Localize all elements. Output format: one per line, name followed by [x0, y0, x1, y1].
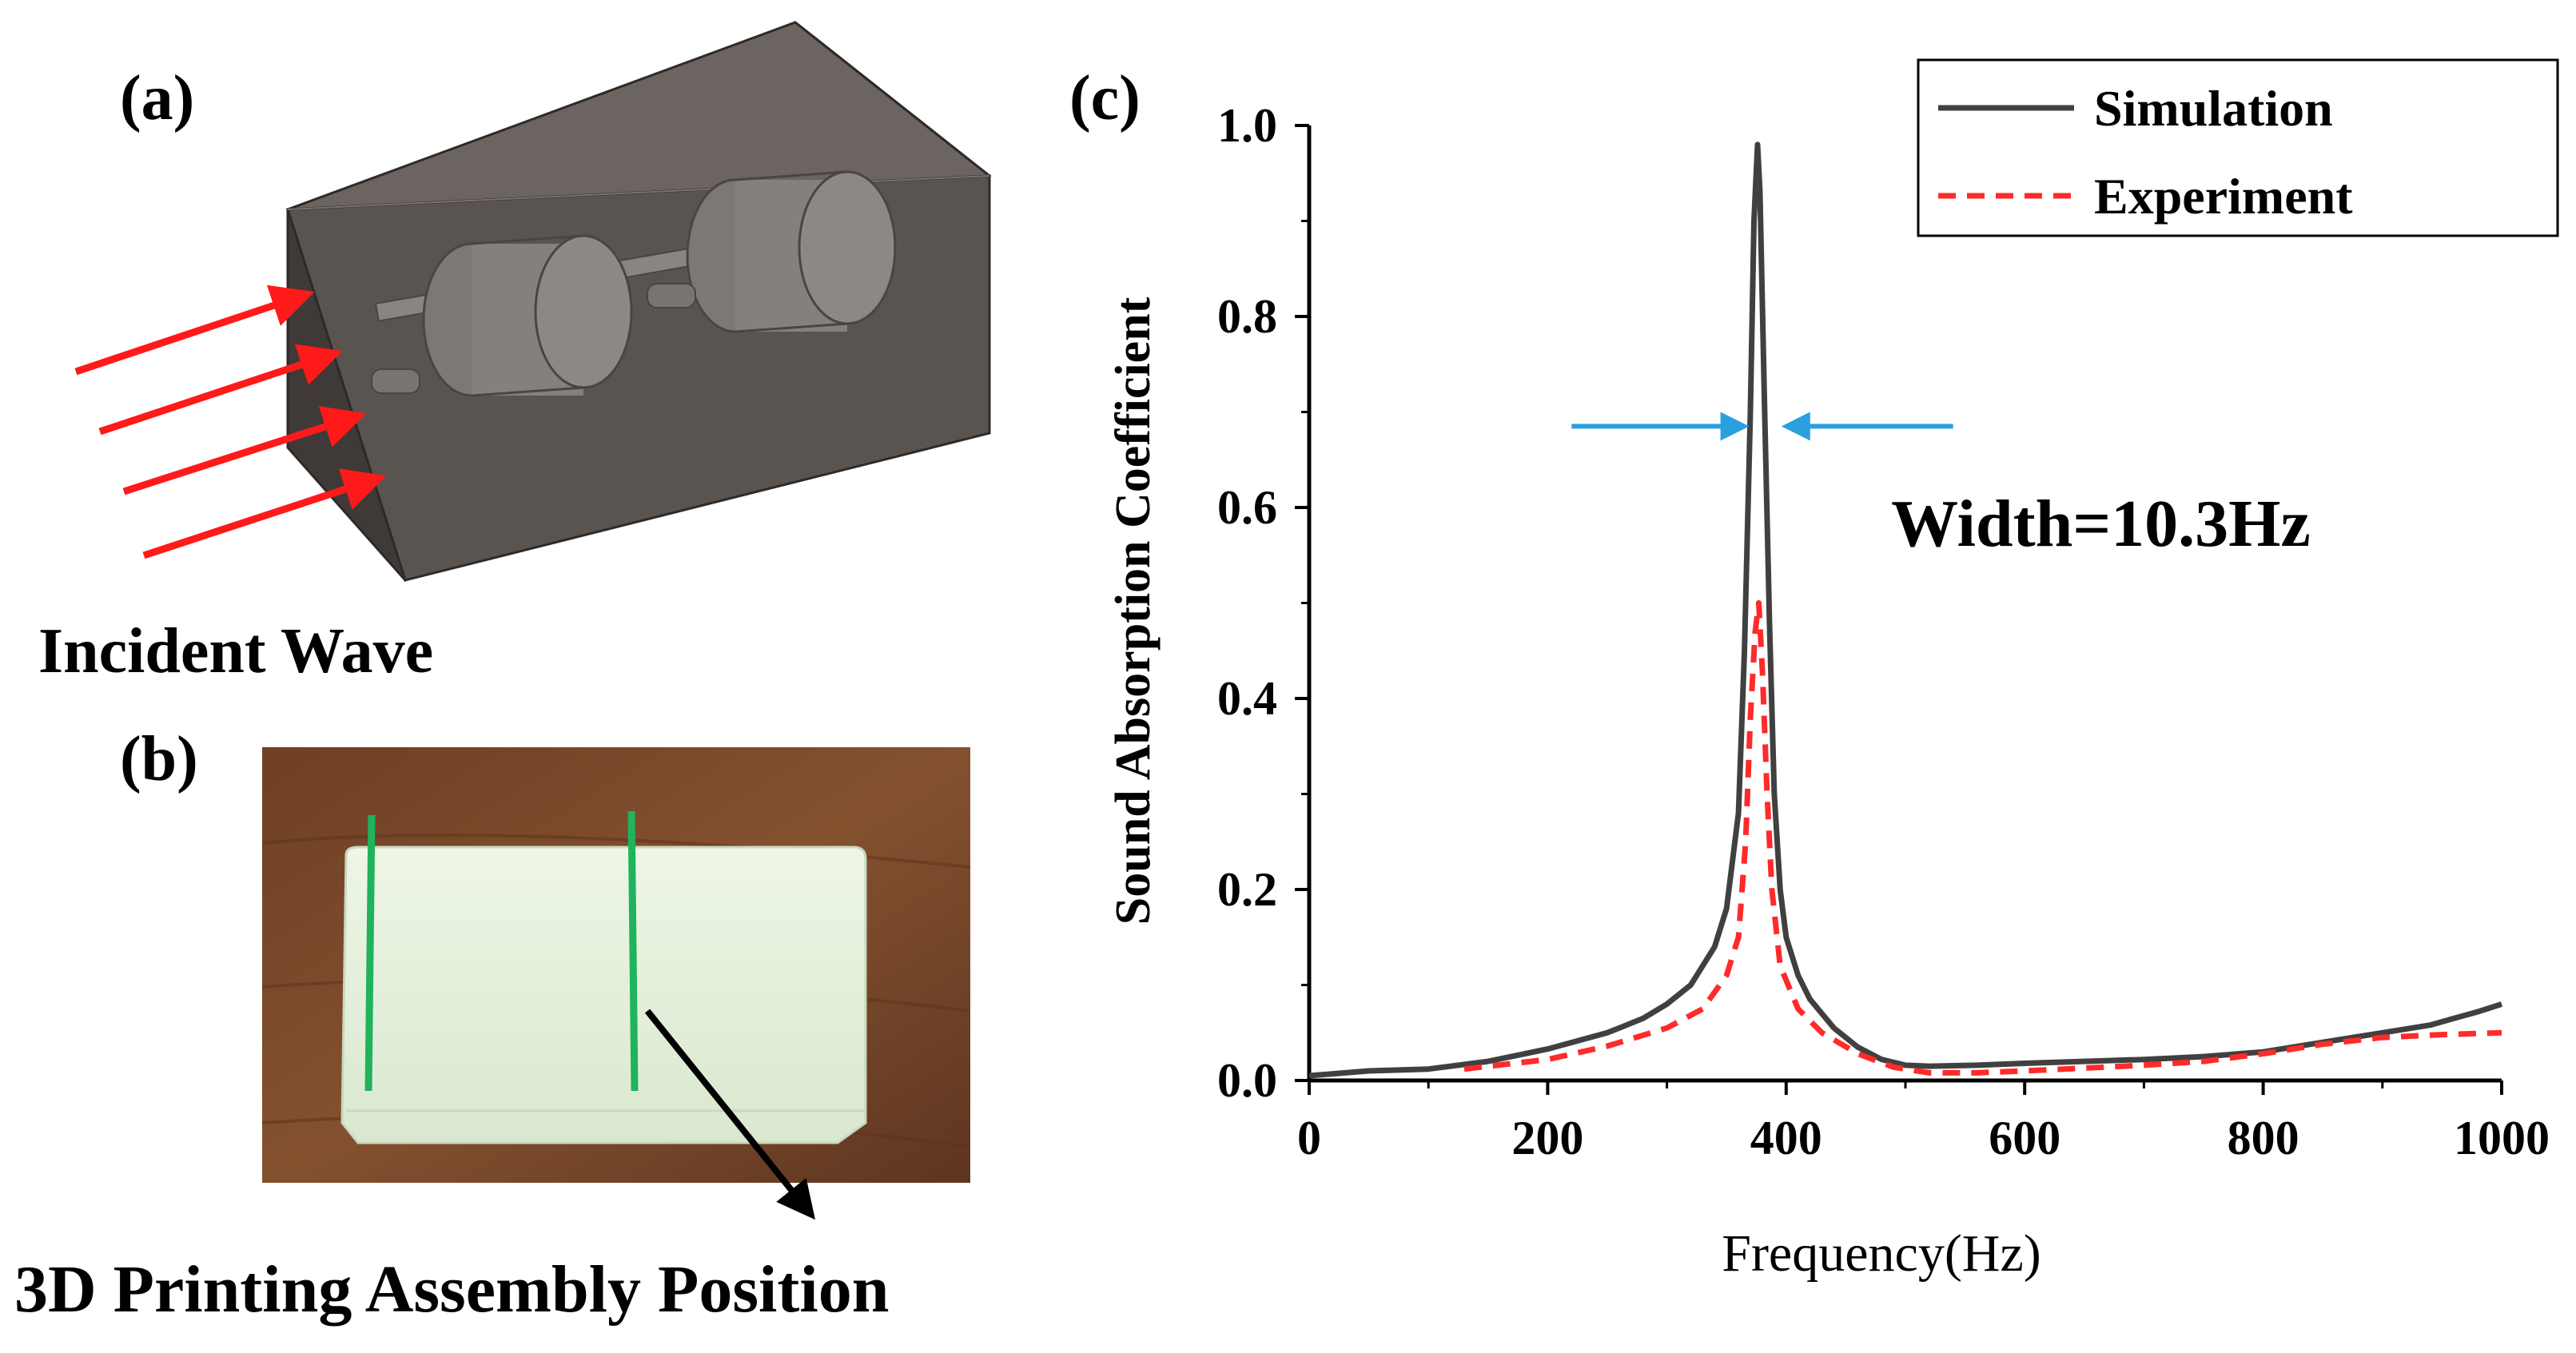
y-tick-label: 0.0	[1217, 1054, 1277, 1107]
width-annotation: Width=10.3Hz	[1891, 487, 2311, 561]
x-tick-label: 400	[1750, 1112, 1822, 1164]
panel-a-label: (a)	[120, 63, 195, 133]
neck-stub-1	[371, 368, 420, 394]
assembly-pointer-arrow	[644, 1009, 816, 1220]
y-tick-label: 1.0	[1217, 99, 1277, 152]
assembly-line-1	[364, 814, 376, 1092]
absorption-chart: 0 200 400 600 800 1000 0.0 0.2 0.4 0.6 0.8 1.0 Frequ…	[1106, 58, 2559, 1283]
y-tick-label: 0.8	[1217, 290, 1277, 343]
legend-label-experiment: Experiment	[2094, 168, 2353, 225]
x-tick-label: 800	[2228, 1112, 2299, 1164]
assembly-line-2	[627, 810, 639, 1092]
legend-label-simulation: Simulation	[2094, 80, 2333, 137]
cylinder-chamber-2	[686, 170, 897, 333]
printed-sample-photo	[262, 747, 970, 1183]
x-tick-label: 1000	[2454, 1112, 2550, 1164]
printed-block	[340, 846, 867, 1144]
y-axis-label: Sound Absorption Coefficient	[1106, 296, 1161, 925]
assembly-position-caption: 3D Printing Assembly Position	[14, 1252, 890, 1327]
resonator-3d-model	[74, 21, 992, 583]
incident-arrow-1	[74, 285, 315, 376]
incident-wave-caption: Incident Wave	[38, 616, 434, 686]
incident-arrow-2	[98, 344, 343, 436]
incident-arrow-3	[122, 406, 367, 495]
y-tick-label: 0.6	[1217, 481, 1277, 534]
legend-box	[1917, 58, 2559, 237]
x-tick-label: 0	[1297, 1112, 1321, 1164]
series-line-experiment	[1463, 600, 2502, 1076]
y-tick-label: 0.4	[1217, 672, 1277, 725]
y-tick-label: 0.2	[1217, 863, 1277, 916]
neck-stub-2	[647, 283, 696, 308]
x-axis-label: Frequency(Hz)	[1722, 1224, 2040, 1283]
panel-c-label: (c)	[1069, 63, 1141, 133]
cylinder-chamber-1	[422, 234, 633, 397]
incident-arrow-4	[142, 468, 387, 559]
x-tick-label: 600	[1989, 1112, 2060, 1164]
series-line-simulation	[1308, 141, 2503, 1079]
x-tick-label: 200	[1511, 1112, 1583, 1164]
panel-b-label: (b)	[120, 724, 198, 794]
